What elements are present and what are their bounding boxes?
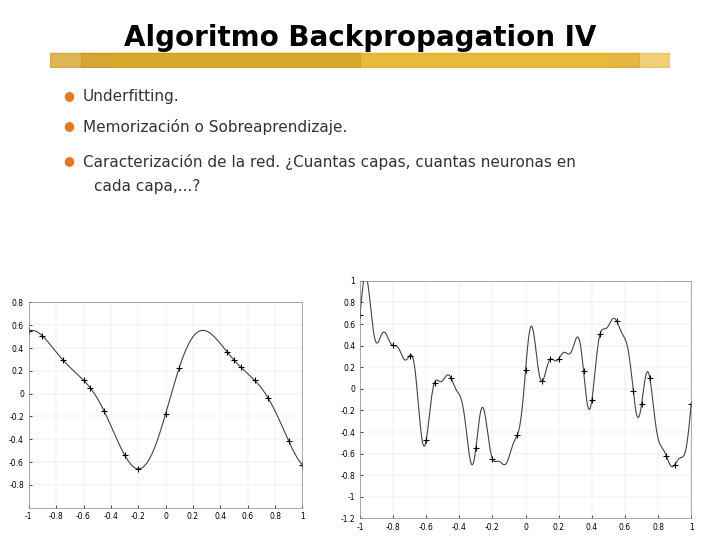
Text: Caracterización de la red. ¿Cuantas capas, cuantas neuronas en: Caracterización de la red. ¿Cuantas capa… bbox=[83, 154, 576, 170]
Text: cada capa,...?: cada capa,...? bbox=[94, 179, 200, 194]
Text: Underfitting.: Underfitting. bbox=[83, 89, 179, 104]
Text: Memorización o Sobreaprendizaje.: Memorización o Sobreaprendizaje. bbox=[83, 119, 347, 135]
Text: ●: ● bbox=[63, 154, 74, 167]
Text: Algoritmo Backpropagation IV: Algoritmo Backpropagation IV bbox=[124, 24, 596, 52]
Text: ●: ● bbox=[63, 89, 74, 102]
Text: ●: ● bbox=[63, 119, 74, 132]
Bar bbox=[112, 53, 608, 67]
Bar bbox=[50, 53, 360, 67]
